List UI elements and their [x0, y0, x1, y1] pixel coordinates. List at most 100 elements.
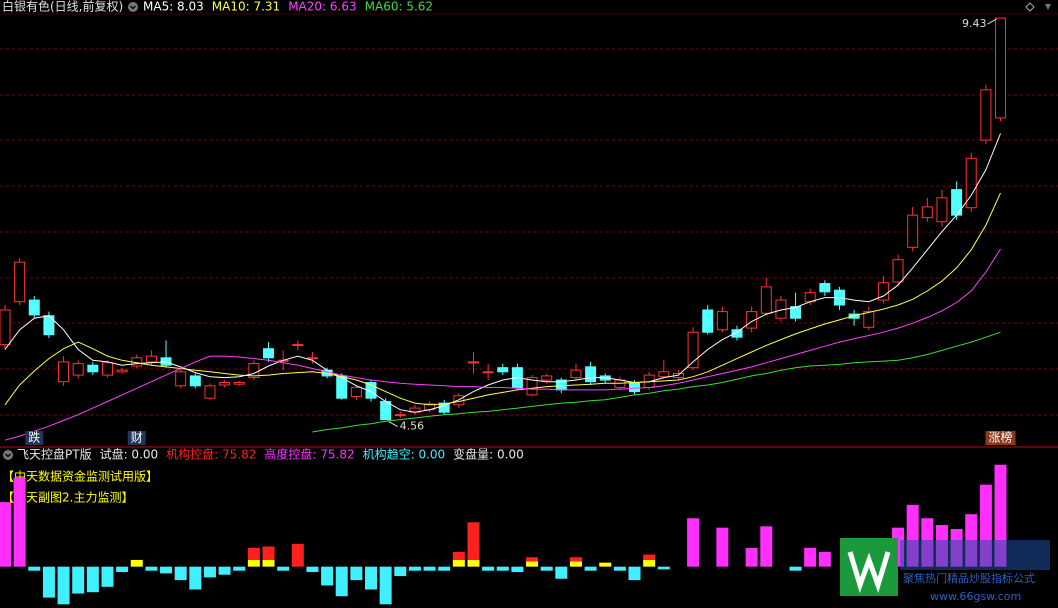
indicator-bar: [569, 557, 582, 562]
corner-icon[interactable]: [1025, 2, 1035, 12]
menu-icon[interactable]: [3, 450, 13, 460]
indicator-bar: [804, 547, 817, 567]
candle-body: [951, 189, 963, 216]
indicator-bar: [643, 554, 656, 560]
indicator-bar: [321, 566, 334, 586]
indicator-bar: [130, 559, 143, 567]
candle-body: [219, 382, 231, 386]
legend-entry: 高度控盘: 75.82: [264, 447, 354, 462]
candle-body: [760, 286, 772, 314]
indicator-bar: [101, 566, 114, 587]
candle-body: [687, 331, 699, 369]
candle-body: [921, 206, 933, 219]
candle-body: [907, 214, 919, 248]
indicator-bar: [540, 566, 553, 571]
indicator-bar: [657, 566, 670, 570]
indicator-bar: [379, 566, 392, 605]
indicator-bar: [116, 566, 129, 573]
event-label: 财: [131, 431, 143, 445]
indicator-bar: [467, 559, 480, 567]
candle-body: [702, 309, 714, 333]
ma-line: [4, 248, 1001, 441]
candle-body: [936, 197, 948, 223]
indicator-bar: [716, 527, 729, 567]
ma-line: [4, 133, 1001, 413]
indicator-bar: [438, 566, 451, 571]
candle-body: [980, 89, 992, 141]
legend-entry: 变盘量: 0.00: [453, 447, 524, 462]
candle-body: [28, 299, 40, 316]
indicator-note: 【中天数据资金监测试用版】: [2, 469, 158, 484]
candle-body: [819, 283, 831, 293]
indicator-bar: [233, 566, 246, 571]
indicator-bar: [467, 522, 480, 560]
candle-body: [585, 366, 597, 383]
indicator-bar: [13, 477, 26, 567]
legend-entry: 机构趋空: 0.00: [363, 447, 446, 462]
indicator-bar: [423, 566, 436, 571]
candle-body: [467, 361, 479, 364]
candle-body: [541, 375, 553, 381]
logo-mark: [847, 551, 891, 593]
candle-body: [877, 282, 889, 301]
low-label: 4.56: [400, 420, 425, 433]
indicator-bar: [42, 566, 55, 598]
indicator-bar: [452, 559, 465, 567]
indicator-note: 【飞天副图2.主力监测】: [2, 491, 133, 505]
event-label: 涨榜: [989, 430, 1013, 445]
indicator-bar: [511, 566, 524, 573]
indicator-bar: [745, 547, 758, 567]
corner-icon[interactable]: [1045, 4, 1051, 10]
indicator-bar: [262, 546, 275, 560]
indicator-bar: [0, 502, 11, 567]
candle-body: [189, 375, 201, 387]
legend-entry: MA10: 7.31: [212, 0, 280, 14]
high-arrow: [987, 18, 997, 25]
ma-line: [4, 192, 1001, 406]
logo: 聚焦热门精品炒股指标公式 www.66gsw.com: [840, 538, 1050, 603]
indicator-bar: [189, 566, 202, 590]
indicator-bar: [350, 566, 363, 581]
chart-title: 白银有色(日线,前复权): [2, 0, 123, 14]
indicator-bar: [584, 566, 597, 571]
candle-body: [306, 357, 318, 360]
candle-body: [438, 402, 450, 413]
indicator-bar: [628, 566, 641, 581]
menu-chevron: [130, 5, 136, 10]
menu-icon[interactable]: [128, 2, 138, 12]
indicator-bar: [789, 566, 802, 571]
indicator-bar: [306, 566, 319, 573]
grid: [0, 48, 1058, 416]
candle-body: [14, 261, 26, 303]
indicator-bar: [496, 566, 509, 571]
candle-body: [380, 400, 392, 421]
indicator-bar: [555, 566, 568, 579]
indicator-bar: [335, 566, 348, 597]
event-label-bg: [25, 431, 44, 445]
indicator-bar: [28, 566, 41, 571]
candle-body: [497, 367, 509, 373]
indicator-bar: [145, 566, 158, 571]
candle-body: [995, 17, 1007, 119]
event-label-bg: [127, 431, 146, 445]
indicator-bar: [247, 547, 260, 560]
indicator-bar: [482, 566, 495, 571]
legend-entry: MA5: 8.03: [143, 0, 204, 14]
candle-body: [526, 377, 538, 396]
low-arrow: [388, 421, 398, 428]
candle-body: [263, 348, 275, 359]
indicator-bar: [526, 557, 539, 562]
indicator-bar: [818, 551, 831, 567]
indicator-bar: [408, 566, 421, 571]
indicator-bar: [365, 566, 377, 590]
logo-url: www.66gsw.com: [930, 590, 1021, 603]
candle-body: [790, 306, 802, 319]
menu-chevron: [5, 453, 11, 458]
candle-body: [731, 329, 743, 338]
indicator-bar: [452, 551, 465, 560]
candle-body: [204, 385, 216, 399]
candle-body: [629, 382, 641, 393]
indicator-bar: [569, 561, 582, 567]
